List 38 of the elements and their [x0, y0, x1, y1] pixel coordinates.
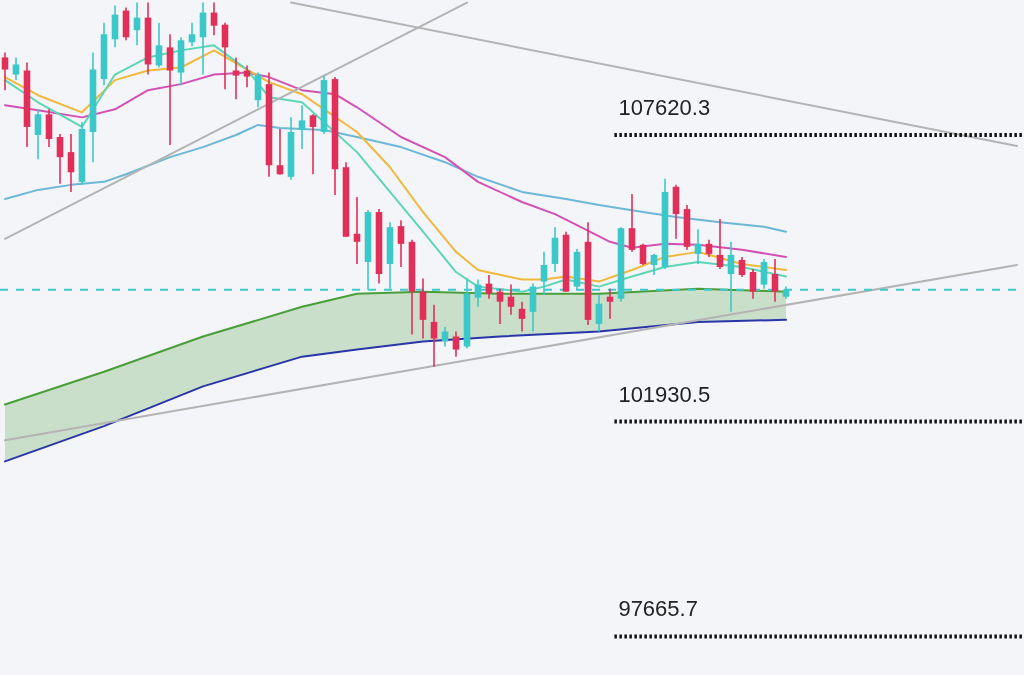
candlestick — [639, 243, 647, 266]
candlestick — [353, 196, 361, 265]
candlestick — [309, 113, 317, 176]
candlestick — [771, 258, 779, 303]
candlestick — [1, 51, 9, 91]
candlestick — [760, 258, 768, 290]
candlestick — [606, 287, 614, 320]
candlestick — [298, 104, 306, 150]
candlestick — [276, 128, 284, 176]
candlestick — [738, 256, 746, 278]
candlestick — [430, 303, 438, 368]
ref-line-label: 97665.7 — [618, 596, 698, 622]
candlestick — [397, 219, 405, 268]
candlestick — [243, 64, 251, 88]
candlestick — [716, 218, 724, 270]
candlestick — [650, 253, 658, 276]
candlestick — [507, 283, 515, 316]
ref-line-label: 107620.3 — [618, 94, 711, 120]
candlestick — [210, 1, 218, 37]
candlestick — [518, 300, 526, 333]
candlestick — [452, 330, 460, 358]
ref-line-label: 101930.5 — [618, 381, 711, 407]
candlestick — [166, 33, 174, 146]
candlestick — [628, 193, 636, 253]
candlestick — [67, 133, 75, 193]
candlestick — [727, 240, 735, 313]
candlestick — [232, 56, 240, 101]
candlestick — [694, 228, 702, 265]
candlestick — [595, 293, 603, 333]
candlestick — [485, 274, 493, 300]
candlestick — [188, 21, 196, 48]
candlestick — [496, 287, 504, 325]
candlestick — [12, 56, 20, 81]
candlestick — [56, 133, 64, 185]
candlestick — [34, 108, 42, 160]
candlestick — [155, 21, 163, 69]
candlestick — [441, 326, 449, 348]
candlestick — [749, 268, 757, 300]
